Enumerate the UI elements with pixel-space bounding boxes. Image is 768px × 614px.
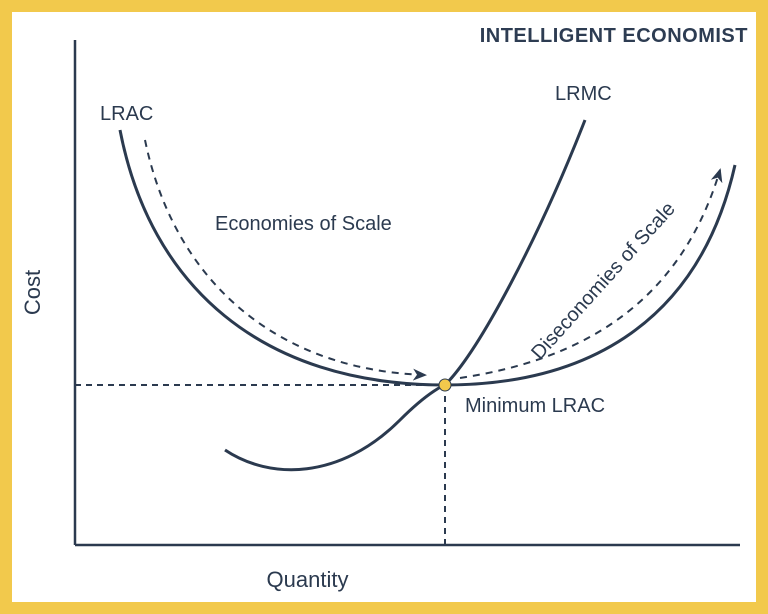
lrac-label: LRAC — [100, 103, 153, 125]
x-axis-label: Quantity — [267, 567, 349, 592]
chart-frame: INTELLIGENT ECONOMIST LRAC LRMC Economie… — [0, 0, 768, 614]
y-axis-label: Cost — [20, 270, 45, 315]
brand-label: INTELLIGENT ECONOMIST — [480, 25, 748, 47]
economies-label: Economies of Scale — [215, 213, 392, 235]
minimum-lrac-label: Minimum LRAC — [465, 395, 605, 417]
minimum-lrac-point — [439, 379, 451, 391]
chart-svg: INTELLIGENT ECONOMIST LRAC LRMC Economie… — [0, 0, 768, 614]
chart-background — [0, 0, 768, 614]
lrmc-label: LRMC — [555, 83, 612, 105]
